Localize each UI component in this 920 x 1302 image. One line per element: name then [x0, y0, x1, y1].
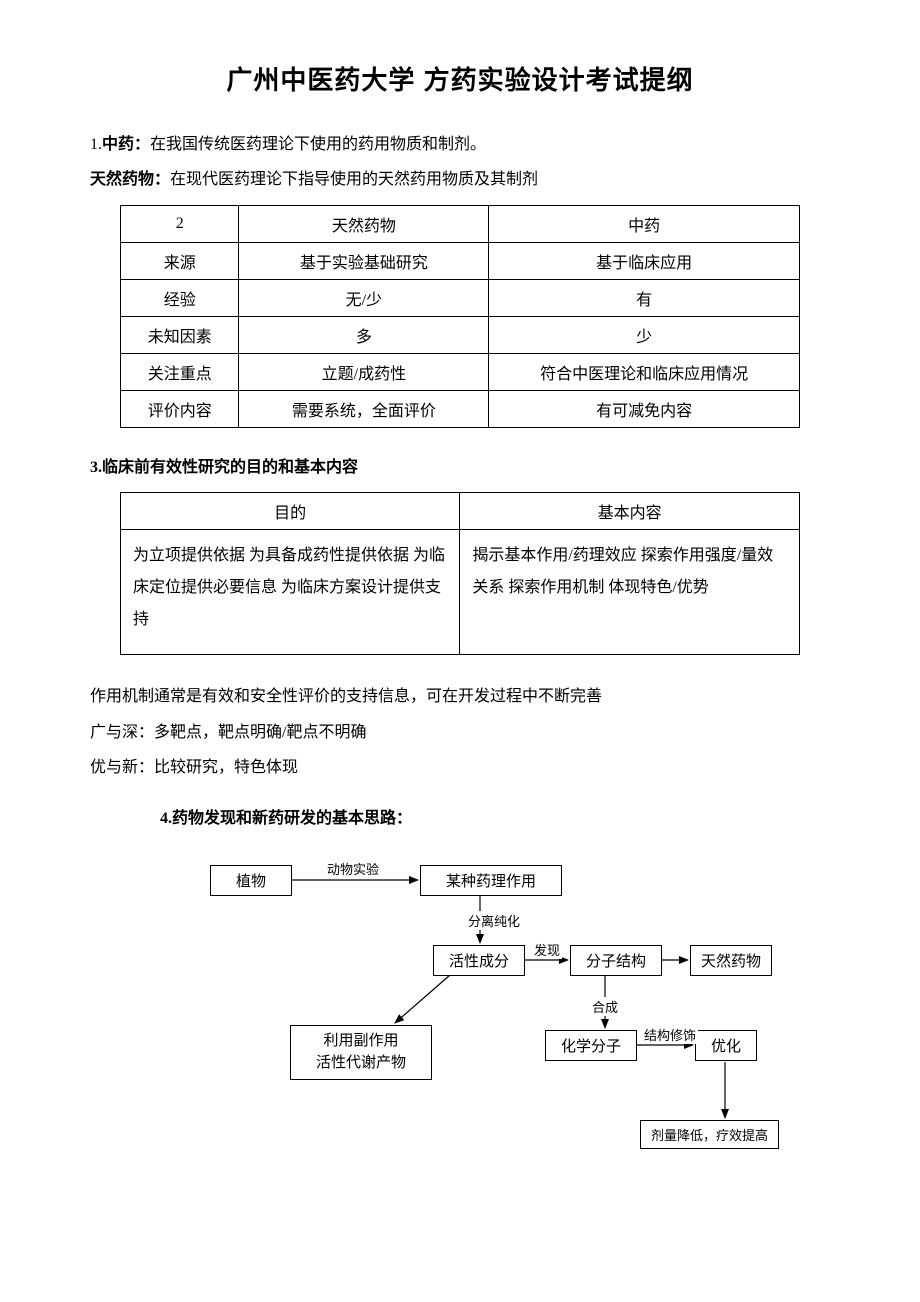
section4-head: 4.药物发现和新药研发的基本思路： — [160, 803, 830, 835]
flow-node-chem: 化学分子 — [545, 1030, 637, 1061]
table-comparison: 2天然药物中药来源基于实验基础研究基于临床应用经验无/少有未知因素多少关注重点立… — [120, 205, 800, 428]
flow-node-pharm: 某种药理作用 — [420, 865, 562, 896]
def1-num: 1. — [90, 136, 102, 153]
table-cell: 评价内容 — [121, 391, 239, 428]
flow-label-l_find: 发现 — [532, 940, 562, 959]
def1-term: 中药： — [102, 136, 150, 153]
note-0: 作用机制通常是有效和安全性评价的支持信息，可在开发过程中不断完善 — [90, 679, 830, 714]
table-row: 未知因素多少 — [121, 317, 800, 354]
table-cell: 符合中医理论和临床应用情况 — [489, 354, 800, 391]
table-row: 来源基于实验基础研究基于临床应用 — [121, 243, 800, 280]
flow-arrow — [395, 975, 450, 1023]
flow-label-l_purify: 分离纯化 — [466, 911, 522, 930]
flow-label-l_synth: 合成 — [590, 997, 620, 1016]
page-title: 广州中医药大学 方药实验设计考试提纲 — [90, 60, 830, 97]
table-cell: 基于实验基础研究 — [239, 243, 489, 280]
section3-head: 3.临床前有效性研究的目的和基本内容 — [90, 452, 830, 484]
table-row: 经验无/少有 — [121, 280, 800, 317]
table-cell: 未知因素 — [121, 317, 239, 354]
flow-label-l_struct: 结构修饰 — [642, 1025, 698, 1044]
flow-node-dose: 剂量降低，疗效提高 — [640, 1120, 779, 1149]
flowchart: 植物某种药理作用活性成分分子结构天然药物利用副作用 活性代谢产物化学分子优化剂量… — [150, 845, 770, 1185]
note-2: 优与新：比较研究，特色体现 — [90, 750, 830, 785]
definition-1: 1.中药：在我国传统医药理论下使用的药用物质和制剂。 — [90, 127, 830, 162]
table-row: 2天然药物中药 — [121, 206, 800, 243]
table-cell: 中药 — [489, 206, 800, 243]
table-cell: 2 — [121, 206, 239, 243]
flow-node-natdrug: 天然药物 — [690, 945, 772, 976]
table-cell: 立题/成药性 — [239, 354, 489, 391]
tbl2-body-0: 为立项提供依据 为具备成药性提供依据 为临床定位提供必要信息 为临床方案设计提供… — [121, 530, 460, 655]
table-row: 评价内容需要系统，全面评价有可减免内容 — [121, 391, 800, 428]
tbl2-head-0: 目的 — [121, 493, 460, 530]
definition-2: 天然药物：在现代医药理论下指导使用的天然药用物质及其制剂 — [90, 162, 830, 197]
def1-text: 在我国传统医药理论下使用的药用物质和制剂。 — [150, 136, 486, 153]
tbl2-body-1: 揭示基本作用/药理效应 探索作用强度/量效关系 探索作用机制 体现特色/优势 — [460, 530, 800, 655]
table-cell: 多 — [239, 317, 489, 354]
flow-node-opt: 优化 — [695, 1030, 757, 1061]
table-cell: 天然药物 — [239, 206, 489, 243]
table-purpose: 目的 基本内容 为立项提供依据 为具备成药性提供依据 为临床定位提供必要信息 为… — [120, 492, 800, 655]
flow-label-l_animal: 动物实验 — [325, 859, 381, 878]
table-cell: 有 — [489, 280, 800, 317]
flow-node-side: 利用副作用 活性代谢产物 — [290, 1025, 432, 1080]
def2-term: 天然药物： — [90, 171, 170, 188]
table-cell: 来源 — [121, 243, 239, 280]
table-cell: 关注重点 — [121, 354, 239, 391]
document-page: 广州中医药大学 方药实验设计考试提纲 1.中药：在我国传统医药理论下使用的药用物… — [0, 0, 920, 1302]
table-cell: 需要系统，全面评价 — [239, 391, 489, 428]
table-cell: 基于临床应用 — [489, 243, 800, 280]
table-cell: 有可减免内容 — [489, 391, 800, 428]
def2-text: 在现代医药理论下指导使用的天然药用物质及其制剂 — [170, 171, 538, 188]
flow-node-plant: 植物 — [210, 865, 292, 896]
table-cell: 经验 — [121, 280, 239, 317]
flow-node-active: 活性成分 — [433, 945, 525, 976]
note-1: 广与深：多靶点，靶点明确/靶点不明确 — [90, 715, 830, 750]
table-cell: 无/少 — [239, 280, 489, 317]
table-row: 关注重点立题/成药性符合中医理论和临床应用情况 — [121, 354, 800, 391]
flow-node-mol: 分子结构 — [570, 945, 662, 976]
tbl2-head-1: 基本内容 — [460, 493, 800, 530]
table-cell: 少 — [489, 317, 800, 354]
